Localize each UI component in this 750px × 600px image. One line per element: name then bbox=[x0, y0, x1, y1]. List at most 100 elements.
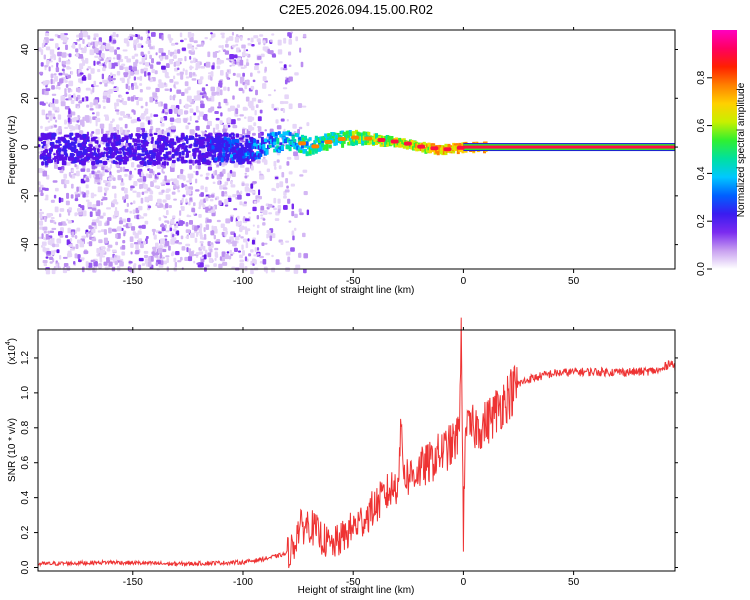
spectrogram-cell bbox=[225, 218, 231, 224]
spectrogram-cell bbox=[123, 38, 129, 44]
spectrogram-cell bbox=[228, 36, 234, 41]
spectrogram-cell bbox=[138, 205, 143, 211]
spectrogram-cell bbox=[59, 208, 65, 212]
spectrogram-cell bbox=[152, 179, 157, 183]
spectrogram-cell bbox=[177, 49, 181, 54]
spectrogram-cell bbox=[112, 73, 116, 77]
spectrogram-cell bbox=[103, 151, 106, 155]
spectrogram-cell bbox=[401, 140, 405, 144]
spectrogram-cell bbox=[132, 190, 137, 193]
spectrogram-cell bbox=[164, 220, 170, 223]
spectrogram-cell bbox=[172, 94, 176, 101]
spectrogram-cell bbox=[44, 126, 49, 131]
spectrogram-cell bbox=[116, 47, 120, 50]
spectrogram-cell bbox=[278, 61, 283, 64]
spectrogram-cell bbox=[132, 66, 137, 72]
spectrogram-cell bbox=[113, 127, 117, 131]
spectrogram-cell bbox=[48, 213, 53, 217]
spectrogram-cell bbox=[87, 42, 91, 47]
spectrogram-cell bbox=[200, 100, 204, 104]
spectrogram-cell bbox=[228, 140, 232, 144]
spectrogram-cell bbox=[68, 97, 73, 101]
spectrogram-cell bbox=[52, 180, 58, 183]
spectrogram-cell bbox=[387, 135, 391, 140]
spectrogram-cell bbox=[187, 104, 192, 107]
spectrogram-cell bbox=[358, 136, 362, 142]
spectrogram-cell bbox=[58, 231, 63, 236]
spectrogram-ridge-core bbox=[298, 141, 307, 146]
spectrogram-cell bbox=[419, 147, 423, 152]
colorbar-tick-label: 0.0 bbox=[696, 262, 707, 276]
spectrogram-cell bbox=[195, 105, 199, 112]
spectrogram-cell bbox=[129, 210, 133, 214]
spectrogram-cell bbox=[242, 155, 246, 160]
spectrogram-cell bbox=[89, 211, 93, 217]
spectrogram-cell bbox=[244, 107, 248, 111]
spectrogram-cell bbox=[235, 108, 239, 115]
spectrogram-cell bbox=[219, 156, 223, 162]
spectrogram-cell bbox=[67, 139, 70, 144]
spectrogram-cell bbox=[56, 149, 59, 154]
spectrogram-cell bbox=[223, 86, 227, 91]
spectrogram-cell bbox=[51, 93, 57, 96]
spectrogram-cell bbox=[271, 254, 274, 258]
spectrogram-cell bbox=[164, 72, 169, 78]
spectrogram-cell bbox=[68, 108, 71, 115]
spectrogram-cell bbox=[189, 197, 193, 201]
spectrogram-cell bbox=[95, 218, 100, 223]
spectrogram-cell bbox=[137, 34, 141, 40]
spectrogram-cell bbox=[246, 156, 250, 160]
spectrogram-cell bbox=[239, 254, 243, 259]
spectrogram-cell bbox=[52, 106, 57, 111]
spectrogram-cell bbox=[244, 218, 250, 222]
spectrogram-cell bbox=[75, 243, 79, 249]
spectrogram-cell bbox=[222, 168, 226, 175]
spectrogram-cell bbox=[260, 60, 263, 64]
spectrogram-cell bbox=[65, 83, 69, 88]
spectrogram-cell bbox=[159, 150, 162, 155]
spectrogram-cell bbox=[138, 257, 144, 262]
spectrogram-cell bbox=[256, 139, 260, 144]
spectrogram-cell bbox=[254, 65, 259, 71]
spectrogram-cell bbox=[93, 48, 99, 54]
spectrogram-cell bbox=[145, 62, 150, 67]
spectrogram-cell bbox=[92, 147, 97, 150]
spectrogram-cell bbox=[393, 143, 397, 148]
spectrogram-cell bbox=[120, 95, 123, 98]
spectrogram-cell bbox=[162, 199, 167, 203]
spectrogram-cell bbox=[246, 193, 251, 197]
spectrogram-cell bbox=[153, 234, 157, 240]
spectrogram-cell bbox=[43, 54, 46, 60]
spectrogram-cell bbox=[178, 154, 181, 159]
spectrogram-cell bbox=[120, 139, 125, 143]
spectrogram-cell bbox=[351, 130, 355, 136]
spectrogram-cell bbox=[280, 145, 284, 150]
spectrogram-cell bbox=[271, 131, 275, 137]
spectrogram-cell bbox=[285, 240, 290, 243]
spectrogram-cell bbox=[107, 139, 112, 144]
spectrogram-cell bbox=[184, 136, 187, 141]
spectrogram-cell bbox=[189, 55, 192, 60]
spectrogram-cell bbox=[88, 225, 92, 230]
spectrogram-cell bbox=[275, 119, 279, 124]
spectrogram-cell bbox=[287, 138, 291, 143]
spectrogram-cell bbox=[388, 137, 392, 141]
spectrogram-cell bbox=[91, 237, 97, 242]
spectrogram-cell bbox=[80, 158, 85, 161]
spectrogram-cell bbox=[325, 142, 329, 148]
spectrogram-cell bbox=[139, 115, 145, 120]
spectrogram-cell bbox=[185, 229, 191, 234]
spectrogram-cell bbox=[172, 215, 176, 219]
spectrogram-cell bbox=[207, 120, 212, 127]
spectrogram-cell bbox=[282, 131, 286, 136]
spectrogram-cell bbox=[395, 137, 399, 142]
spectrogram-cell bbox=[198, 206, 201, 210]
spectrogram-cell bbox=[149, 64, 154, 69]
spectrogram-cell bbox=[54, 221, 57, 225]
spectrogram-cell bbox=[161, 34, 164, 41]
spectrogram-x-tick-label: 50 bbox=[568, 276, 580, 287]
spectrogram-cell bbox=[196, 94, 201, 101]
spectrogram-cell bbox=[120, 156, 123, 160]
spectrogram-cell bbox=[322, 147, 326, 151]
spectrogram-cell bbox=[270, 135, 274, 139]
